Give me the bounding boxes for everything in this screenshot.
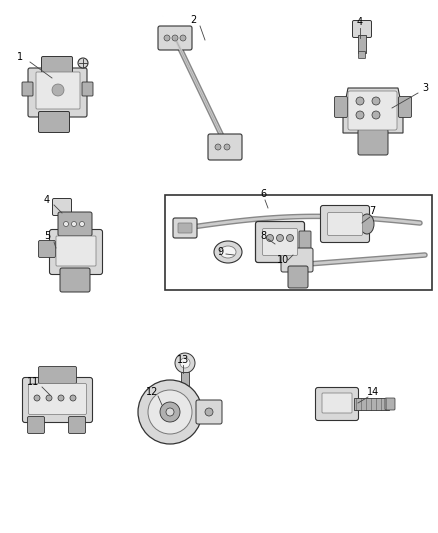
- Circle shape: [356, 111, 364, 119]
- FancyBboxPatch shape: [328, 213, 363, 236]
- FancyBboxPatch shape: [348, 91, 397, 130]
- Bar: [165, 195, 432, 290]
- FancyBboxPatch shape: [321, 206, 370, 243]
- Circle shape: [80, 222, 85, 227]
- Text: 12: 12: [146, 387, 158, 397]
- FancyBboxPatch shape: [39, 240, 56, 257]
- Text: 8: 8: [260, 231, 266, 241]
- FancyBboxPatch shape: [173, 218, 197, 238]
- FancyBboxPatch shape: [28, 384, 86, 415]
- Circle shape: [180, 358, 190, 368]
- Text: 3: 3: [422, 83, 428, 93]
- Circle shape: [266, 235, 273, 241]
- FancyBboxPatch shape: [178, 223, 192, 233]
- FancyBboxPatch shape: [262, 229, 297, 255]
- Circle shape: [372, 111, 380, 119]
- Circle shape: [58, 395, 64, 401]
- Circle shape: [46, 395, 52, 401]
- FancyBboxPatch shape: [315, 387, 358, 421]
- Circle shape: [71, 222, 77, 227]
- Text: 2: 2: [190, 15, 196, 25]
- Text: 11: 11: [27, 377, 39, 387]
- Circle shape: [205, 408, 213, 416]
- FancyBboxPatch shape: [158, 26, 192, 50]
- Circle shape: [286, 235, 293, 241]
- Circle shape: [64, 222, 68, 227]
- Text: 4: 4: [357, 17, 363, 27]
- Circle shape: [175, 353, 195, 373]
- FancyBboxPatch shape: [82, 82, 93, 96]
- Text: 6: 6: [260, 189, 266, 199]
- FancyBboxPatch shape: [56, 236, 96, 266]
- Bar: [58, 213, 66, 231]
- Bar: [358, 35, 366, 53]
- Circle shape: [164, 35, 170, 41]
- FancyBboxPatch shape: [255, 222, 304, 262]
- FancyBboxPatch shape: [53, 198, 71, 215]
- Circle shape: [52, 84, 64, 96]
- Bar: [354, 398, 389, 410]
- FancyBboxPatch shape: [299, 231, 311, 251]
- FancyBboxPatch shape: [358, 52, 365, 59]
- FancyBboxPatch shape: [322, 393, 352, 413]
- Circle shape: [172, 35, 178, 41]
- Ellipse shape: [214, 241, 242, 263]
- Circle shape: [148, 390, 192, 434]
- FancyBboxPatch shape: [28, 416, 45, 433]
- Circle shape: [78, 58, 88, 68]
- Text: 4: 4: [44, 195, 50, 205]
- FancyBboxPatch shape: [358, 129, 388, 155]
- FancyBboxPatch shape: [22, 82, 33, 96]
- FancyBboxPatch shape: [208, 134, 242, 160]
- Text: 9: 9: [217, 247, 223, 257]
- Circle shape: [34, 395, 40, 401]
- FancyBboxPatch shape: [42, 56, 73, 74]
- FancyBboxPatch shape: [335, 96, 347, 117]
- Circle shape: [138, 380, 202, 444]
- Circle shape: [166, 408, 174, 416]
- FancyBboxPatch shape: [281, 248, 313, 272]
- FancyBboxPatch shape: [353, 20, 371, 37]
- Circle shape: [224, 144, 230, 150]
- FancyBboxPatch shape: [288, 266, 308, 288]
- FancyBboxPatch shape: [36, 72, 80, 109]
- FancyBboxPatch shape: [49, 230, 102, 274]
- FancyBboxPatch shape: [39, 111, 70, 133]
- Text: 10: 10: [277, 255, 289, 265]
- FancyBboxPatch shape: [399, 96, 411, 117]
- Text: 13: 13: [177, 355, 189, 365]
- Bar: [181, 372, 189, 388]
- Ellipse shape: [360, 214, 374, 234]
- Circle shape: [215, 144, 221, 150]
- FancyBboxPatch shape: [22, 377, 92, 423]
- FancyBboxPatch shape: [196, 400, 222, 424]
- Text: 7: 7: [369, 206, 375, 216]
- Circle shape: [70, 395, 76, 401]
- Circle shape: [372, 97, 380, 105]
- Circle shape: [356, 97, 364, 105]
- Circle shape: [180, 35, 186, 41]
- FancyBboxPatch shape: [68, 416, 85, 433]
- Polygon shape: [343, 88, 403, 133]
- Text: 1: 1: [17, 52, 23, 62]
- FancyBboxPatch shape: [59, 230, 66, 237]
- Ellipse shape: [220, 246, 236, 258]
- FancyBboxPatch shape: [39, 367, 77, 384]
- Text: 5: 5: [44, 231, 50, 241]
- FancyBboxPatch shape: [385, 398, 395, 410]
- FancyBboxPatch shape: [58, 212, 92, 236]
- Circle shape: [276, 235, 283, 241]
- FancyBboxPatch shape: [28, 68, 87, 117]
- FancyBboxPatch shape: [60, 268, 90, 292]
- Text: 14: 14: [367, 387, 379, 397]
- Circle shape: [160, 402, 180, 422]
